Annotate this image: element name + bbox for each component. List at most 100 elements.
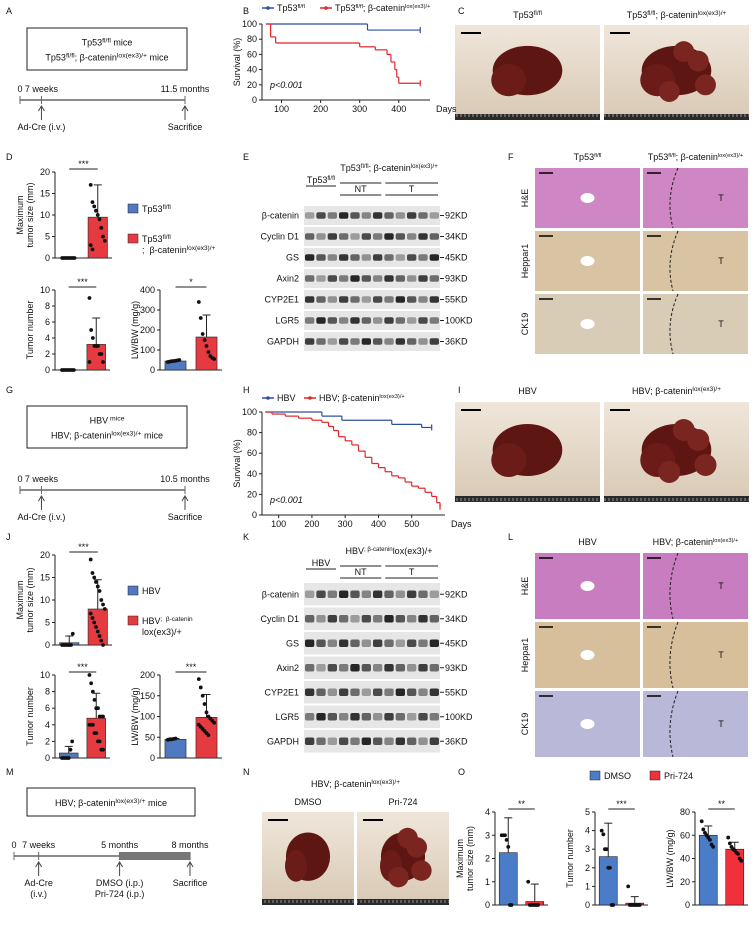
band [429, 713, 439, 721]
size-label: 36KD [445, 736, 468, 746]
text-run: lox(ex3)/+ [393, 546, 433, 556]
y-axis-label: Survival (%) [232, 38, 242, 87]
data-point [707, 838, 712, 842]
y-tick-label: 5 [45, 232, 50, 242]
x-axis-label: Days [451, 519, 472, 529]
band [361, 664, 371, 672]
y-axis-label: LW/BW (mg/g) [130, 687, 140, 745]
data-point [739, 858, 744, 863]
text-run: ; β-catenin [363, 3, 405, 13]
y-tick-label: 0 [252, 510, 257, 520]
gel-strip [304, 632, 440, 655]
text-run: Tp53 [574, 152, 595, 162]
legend-label: ; β-cateninlox(ex3)/+ [142, 244, 216, 255]
tumor-nodule [673, 41, 695, 63]
arrow-head [38, 495, 45, 502]
event-label: (i.v.) [30, 889, 47, 899]
size-label: 100KD [445, 712, 473, 722]
text-run: ; β-catenin [369, 163, 411, 173]
y-axis-label: tumor size (mm) [465, 826, 475, 891]
data-point [202, 338, 207, 342]
y-tick-label: 40 [247, 65, 257, 75]
band [339, 254, 349, 261]
data-point [87, 360, 92, 364]
superscript: lox(ex3)/+ [115, 798, 145, 805]
text-run: Tp53 [45, 53, 66, 63]
legend-label: HBV; β-catenin [142, 616, 193, 627]
superscript: fl/fl [356, 4, 363, 10]
gel-strip [304, 290, 440, 309]
band [429, 338, 439, 345]
band [395, 639, 405, 647]
data-point [96, 344, 100, 348]
y-axis-label: Tumor number [25, 301, 35, 360]
text-run: HBV; β-catenin [653, 537, 713, 547]
legend-marker [266, 396, 270, 400]
band [373, 688, 383, 696]
y-axis-label: Tumor number [565, 829, 575, 888]
y-tick-label: 10 [40, 210, 50, 220]
band [316, 639, 326, 647]
size-label: 92KD [445, 589, 468, 599]
subgroup-header: T [409, 567, 415, 577]
micrograph [643, 691, 748, 757]
band [407, 590, 417, 598]
superscript: fl/fl [327, 175, 335, 182]
event-label: Ad-Cre (i.v.) [18, 512, 66, 522]
band [407, 233, 417, 240]
band [395, 664, 405, 672]
band [305, 590, 315, 598]
treatment-bar [119, 852, 190, 860]
annotation: p<0.001 [269, 80, 303, 90]
column-header: Tp53fl/fl; β-cateninlox(ex3)/+ [648, 152, 744, 162]
data-point [99, 226, 104, 230]
y-tick-label: 80 [247, 34, 257, 44]
y-tick-label: 60 [680, 830, 690, 840]
superscript: fl/fl [668, 153, 675, 159]
band [429, 664, 439, 672]
superscript: lox(ex3)/+ [371, 779, 400, 786]
y-tick-label: 0 [45, 640, 50, 650]
band [327, 688, 337, 696]
data-point [196, 677, 201, 682]
subgroup-header: NT [355, 184, 367, 194]
mouse-box [26, 405, 188, 449]
band [373, 296, 383, 303]
bar [86, 344, 106, 371]
protein-label: LGR5 [275, 712, 299, 722]
y-tick-label: 0 [585, 900, 590, 910]
panel-letter: B [243, 6, 249, 16]
band [418, 296, 428, 303]
gel-strip [304, 705, 440, 728]
event-label: DMSO (i.p.) [96, 878, 144, 888]
data-point [198, 316, 203, 320]
data-point [699, 819, 704, 824]
band [373, 254, 383, 261]
gel-strip [304, 227, 440, 246]
tumor-mark: T [718, 650, 724, 660]
band [418, 615, 428, 623]
text-run: Tp53 [340, 163, 361, 173]
y-tick-label: 80 [247, 428, 257, 438]
band [305, 317, 315, 324]
band [361, 639, 371, 647]
band [418, 212, 428, 219]
y-tick-label: 4 [45, 333, 50, 343]
legend-label: Tp53fl/fl [277, 3, 305, 13]
column-header: Tp53fl/fl [574, 152, 602, 162]
data-point [102, 238, 107, 243]
data-point [88, 243, 93, 248]
band [384, 713, 394, 721]
timeline-label: 10.5 months [160, 474, 210, 484]
central-vein [580, 256, 595, 266]
text-run: HBV [142, 586, 161, 596]
y-tick-label: 5 [45, 618, 50, 628]
micrograph [643, 294, 748, 354]
band [361, 275, 371, 282]
central-vein [580, 650, 595, 660]
band [316, 615, 326, 623]
band [305, 615, 315, 623]
column-header: HBV; β-cateninlox(ex3)/+ [653, 537, 739, 547]
size-label: 93KD [445, 274, 468, 284]
significance-label: ** [518, 799, 526, 809]
